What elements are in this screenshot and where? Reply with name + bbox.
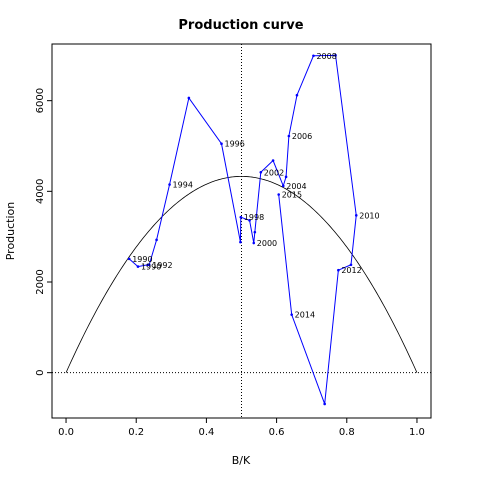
series-layer — [127, 54, 358, 406]
x-tick-label: 0.4 — [198, 427, 214, 438]
x-tick-label: 1.0 — [409, 427, 425, 438]
point-label-1992: 1992 — [152, 261, 172, 270]
data-point-2000 — [252, 241, 256, 245]
point-label-2002: 2002 — [264, 168, 284, 177]
data-point-2013 — [323, 402, 326, 406]
data-point-1994 — [168, 183, 171, 186]
point-label-2014: 2014 — [295, 311, 315, 320]
data-point-2010 — [354, 214, 358, 217]
x-tick-label: 0.8 — [339, 427, 355, 438]
data-point-1995 — [187, 96, 191, 100]
data-point-1998 — [239, 215, 243, 219]
point-label-2006: 2006 — [292, 132, 312, 141]
x-axis: 0.0 0.2 0.4 0.6 0.8 1.0 — [58, 418, 425, 438]
reference-lines — [52, 44, 431, 418]
data-point-2015 — [277, 193, 280, 196]
point-label-1998: 1998 — [244, 213, 264, 222]
series-line — [128, 54, 357, 405]
point-label-1990-start: 1990 — [132, 255, 152, 264]
point-label-2008: 2008 — [316, 52, 336, 61]
point-label-2000: 2000 — [257, 239, 277, 248]
y-axis: 0 2000 4000 6000 — [35, 88, 52, 376]
chart-title: Production curve — [178, 18, 303, 33]
point-label-2012: 2012 — [341, 266, 361, 275]
x-axis-label: B/K — [232, 454, 251, 467]
data-point-1999 — [248, 219, 251, 222]
parabola-curve-layer — [65, 175, 418, 373]
data-point-2003 — [271, 159, 275, 162]
data-point-2009 — [334, 54, 337, 57]
point-label-2010: 2010 — [359, 211, 379, 220]
x-tick-label: 0.6 — [269, 427, 285, 438]
data-point-2014 — [290, 313, 293, 316]
y-tick-label: 6000 — [35, 88, 46, 113]
data-point-1993 — [155, 238, 158, 242]
data-point-2011 — [349, 263, 353, 267]
data-point-1996 — [220, 142, 223, 146]
point-label-1996: 1996 — [224, 140, 244, 149]
y-tick-label: 2000 — [35, 269, 46, 294]
y-tick-label: 0 — [35, 369, 46, 375]
data-point-2005 — [284, 175, 288, 179]
point-label-1994: 1994 — [173, 181, 193, 190]
data-point-2001 — [253, 230, 257, 234]
data-point-1990 — [136, 265, 140, 268]
x-tick-label: 0.2 — [128, 427, 144, 438]
x-tick-label: 0.0 — [58, 427, 74, 438]
data-point-2008 — [312, 54, 315, 58]
data-point-2007 — [295, 93, 299, 97]
data-point-2006 — [287, 134, 291, 138]
point-label-2015: 2015 — [282, 191, 302, 200]
parabola-curve — [65, 175, 418, 373]
y-tick-label: 4000 — [35, 179, 46, 204]
point-label-2004: 2004 — [286, 182, 306, 191]
y-axis-label: Production — [4, 202, 17, 261]
data-point-1989 — [127, 257, 131, 261]
data-point-1992 — [147, 263, 151, 267]
data-point-1997 — [239, 240, 242, 244]
data-point-2002 — [259, 170, 263, 174]
point-label-1990: 1990 — [141, 263, 161, 272]
data-point-2004 — [281, 184, 285, 188]
data-point-2012 — [337, 268, 340, 272]
